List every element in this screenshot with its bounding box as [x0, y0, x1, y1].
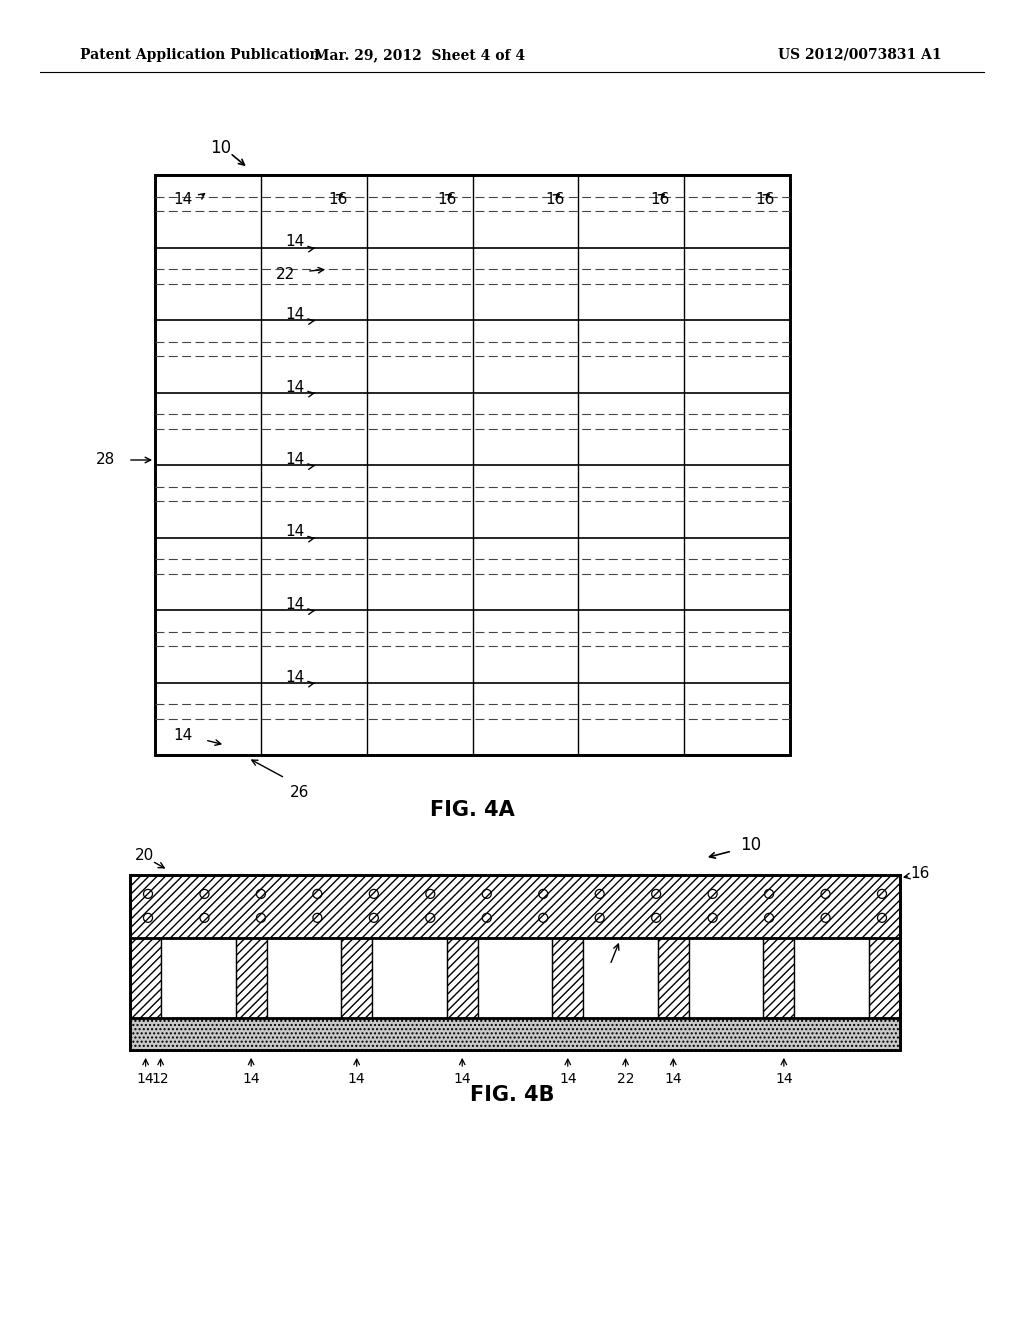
Bar: [130, 875, 900, 1049]
Bar: [236, 939, 267, 1018]
Bar: [373, 939, 446, 1018]
Text: FIG. 4B: FIG. 4B: [470, 1085, 554, 1105]
Text: 20: 20: [135, 847, 155, 862]
Text: 14: 14: [174, 193, 193, 207]
Bar: [763, 939, 795, 1018]
Bar: [552, 939, 584, 1018]
Bar: [795, 939, 868, 1018]
Text: 26: 26: [291, 785, 309, 800]
Text: 14: 14: [286, 451, 305, 467]
Text: 14: 14: [286, 669, 305, 685]
Bar: [446, 939, 478, 1018]
Text: 14: 14: [286, 524, 305, 540]
Bar: [130, 875, 900, 939]
Text: 14: 14: [454, 1072, 471, 1086]
Bar: [267, 939, 341, 1018]
Text: 16: 16: [437, 193, 457, 207]
Bar: [478, 939, 552, 1018]
Bar: [341, 939, 373, 1018]
Text: 14: 14: [137, 1072, 155, 1086]
Text: 14: 14: [243, 1072, 260, 1086]
Text: 16: 16: [910, 866, 930, 880]
Text: 14: 14: [286, 235, 305, 249]
Text: 14: 14: [348, 1072, 366, 1086]
Bar: [155, 176, 790, 755]
Bar: [584, 939, 657, 1018]
Text: 14: 14: [286, 597, 305, 612]
Bar: [161, 939, 236, 1018]
Text: 22: 22: [275, 267, 295, 281]
Bar: [689, 939, 763, 1018]
Text: Mar. 29, 2012  Sheet 4 of 4: Mar. 29, 2012 Sheet 4 of 4: [314, 48, 525, 62]
Text: 10: 10: [740, 836, 761, 854]
Text: 14: 14: [559, 1072, 577, 1086]
Text: 16: 16: [328, 193, 347, 207]
Text: 10: 10: [210, 139, 231, 157]
Text: 12: 12: [152, 1072, 169, 1086]
Bar: [155, 176, 790, 755]
Text: 14: 14: [286, 308, 305, 322]
Text: 28: 28: [96, 453, 115, 467]
Bar: [130, 875, 900, 1049]
Text: 22: 22: [616, 1072, 634, 1086]
Bar: [868, 939, 900, 1018]
Text: 16: 16: [545, 193, 564, 207]
Text: 14: 14: [174, 727, 193, 742]
Text: 14: 14: [665, 1072, 682, 1086]
Text: Patent Application Publication: Patent Application Publication: [80, 48, 319, 62]
Text: US 2012/0073831 A1: US 2012/0073831 A1: [778, 48, 942, 62]
Text: 14: 14: [286, 380, 305, 395]
Text: FIG. 4A: FIG. 4A: [430, 800, 514, 820]
Bar: [130, 939, 161, 1018]
Text: 16: 16: [755, 193, 774, 207]
Bar: [657, 939, 689, 1018]
Text: 16: 16: [650, 193, 670, 207]
Bar: [130, 1018, 900, 1049]
Text: 14: 14: [775, 1072, 793, 1086]
